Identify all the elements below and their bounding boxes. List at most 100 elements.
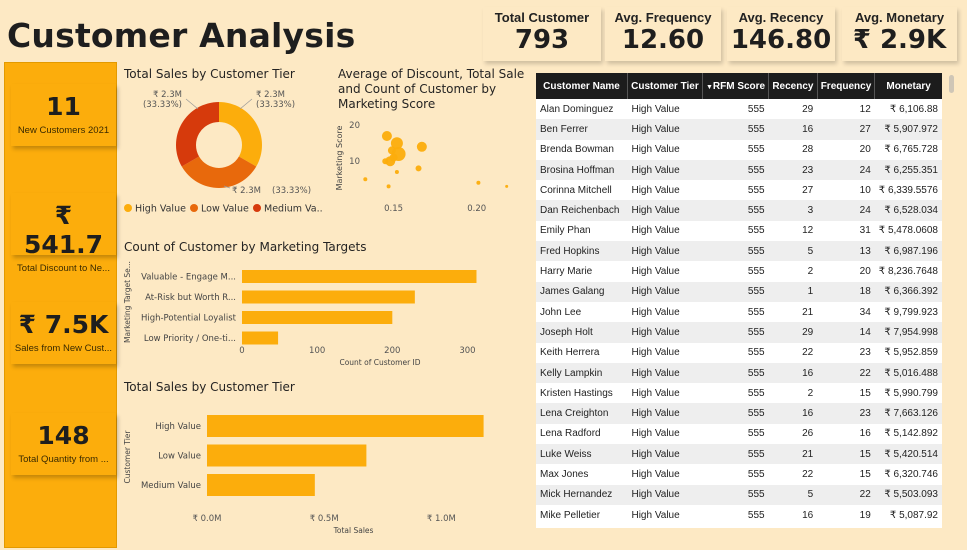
legend-label: Medium Va... (264, 204, 323, 215)
table-cell: 22 (802, 347, 814, 359)
kpi-avg-frequency[interactable]: Avg. Frequency 12.60 (605, 7, 721, 61)
donut-data-label: ₹ 2.3M (232, 186, 261, 196)
table-cell: High Value (631, 408, 680, 420)
table-cell: 555 (747, 428, 765, 440)
table-row[interactable]: John Lee High Value 555 21 34 ₹ 9,799.923 (536, 302, 942, 322)
donut-slice (181, 156, 257, 188)
column-header-monetary[interactable]: Monetary (886, 80, 931, 92)
bar-x-tick: ₹ 0.0M (193, 514, 222, 524)
table-cell: High Value (631, 225, 680, 237)
bar (242, 270, 477, 283)
table-cell: 13 (859, 245, 871, 257)
table-cell: Emily Phan (540, 225, 591, 237)
legend-marker (190, 204, 198, 212)
table-cell: 16 (802, 123, 814, 135)
table-row[interactable]: Alan Dominguez High Value 555 29 12 ₹ 6,106.8… (536, 99, 942, 119)
table-row[interactable]: Kelly Lampkin High Value 555 16 22 ₹ 5,016.48… (536, 362, 942, 384)
kpi-value: ₹ 541.7 (23, 201, 104, 259)
customer-table[interactable]: Customer Name Customer Tier ▼RFM Score R… (536, 73, 942, 528)
table-row[interactable]: Mick Hernandez High Value 555 5 22 ₹ 5,503.09… (536, 484, 942, 505)
kpi-total-discount[interactable]: ₹ 541.7 Total Discount to Ne... (11, 193, 116, 274)
table-cell: Mick Hernandez (540, 489, 613, 501)
column-header-frequency[interactable]: Frequency (817, 73, 876, 99)
table-row[interactable]: Joseph Holt High Value 555 29 14 ₹ 7,954.998 (536, 322, 942, 343)
scrollbar-thumb[interactable] (949, 75, 954, 93)
donut-data-label: ₹ 2.3M (153, 90, 182, 100)
kpi-new-customers[interactable]: 11 New Customers 2021 (11, 84, 116, 146)
table-cell: 555 (747, 347, 765, 359)
kpi-sales-new-customers[interactable]: ₹ 7.5K Sales from New Cust... (11, 302, 116, 364)
scatter-chart-title: Average of Discount, Total Sale and Coun… (338, 67, 524, 112)
table-cell: Fred Hopkins (540, 245, 600, 257)
table-cell: Lena Radford (540, 428, 601, 440)
table-row[interactable]: Harry Marie High Value 555 2 20 ₹ 8,236.7648 (536, 261, 942, 281)
scatter-chart[interactable]: Marketing Score 20 10 0.15 0.20 (330, 110, 515, 220)
table-cell: 5 (807, 489, 814, 501)
table-cell: 555 (747, 103, 765, 115)
table-cell: 23 (859, 408, 871, 420)
table-cell: 24 (859, 205, 871, 217)
table-cell: High Value (631, 245, 680, 257)
kpi-label: Total Quantity from ... (18, 454, 109, 465)
table-cell: ₹ 9,799.923 (884, 306, 938, 318)
table-cell: Max Jones (540, 468, 589, 480)
scatter-point (476, 180, 481, 185)
table-row[interactable]: James Galang High Value 555 1 18 ₹ 6,366.392 (536, 281, 942, 302)
kpi-total-quantity[interactable]: 148 Total Quantity from ... (11, 413, 116, 475)
table-row[interactable]: Keith Herrera High Value 555 22 23 ₹ 5,952.85… (536, 343, 942, 363)
table-row[interactable]: Luke Weiss High Value 555 21 15 ₹ 5,420.514 (536, 444, 942, 465)
column-header-label: RFM Score (712, 80, 766, 92)
sort-desc-icon: ▼ (705, 83, 713, 91)
scatter-title-line: Average of Discount, Total Sale (338, 67, 525, 81)
scatter-x-tick: 0.15 (384, 204, 403, 214)
donut-leader-line (185, 98, 199, 110)
column-header-rfm-score[interactable]: ▼RFM Score (702, 73, 770, 99)
table-cell: ₹ 5,420.514 (884, 448, 938, 460)
table-cell: 555 (747, 245, 765, 257)
table-cell: Brosina Hoffman (540, 164, 615, 176)
donut-data-pct: (33.33%) (256, 100, 295, 110)
table-scrollbar[interactable] (948, 73, 955, 528)
legend-label: Low Value (201, 204, 249, 215)
kpi-avg-monetary[interactable]: Avg. Monetary ₹ 2.9K (842, 7, 957, 61)
bar-x-tick: 200 (384, 346, 400, 356)
kpi-avg-recency[interactable]: Avg. Recency 146.80 (727, 7, 835, 61)
table-row[interactable]: Brenda Bowman High Value 555 28 20 ₹ 6,765.72… (536, 140, 942, 160)
table-cell: 28 (802, 144, 814, 156)
table-row[interactable]: Mike Pelletier High Value 555 16 19 ₹ 5,087.9… (536, 505, 942, 525)
bar (242, 331, 279, 345)
table-cell: 22 (859, 489, 871, 501)
scatter-x-tick: 0.20 (467, 204, 486, 214)
table-body: Alan Dominguez High Value 555 29 12 ₹ 6,106.8… (536, 99, 942, 525)
column-header-customer-name[interactable]: Customer Name (536, 73, 628, 99)
tier-sales-bar-chart[interactable]: Customer Tier High Value Low Value Medium V… (118, 400, 518, 540)
table-row[interactable]: Max Jones High Value 555 22 15 ₹ 6,320.746 (536, 464, 942, 484)
donut-chart[interactable]: ₹ 2.3M(33.33%)₹ 2.3M (33.33%)₹ 2.3M(33.33… (118, 82, 323, 217)
column-header-recency[interactable]: Recency (768, 73, 818, 99)
table-cell: High Value (631, 326, 680, 338)
table-cell: 3 (807, 205, 814, 217)
kpi-total-customer[interactable]: Total Customer 793 (483, 7, 601, 61)
bar-y-axis-title: Marketing Target Se... (123, 261, 132, 343)
table-cell: 29 (802, 326, 814, 338)
table-row[interactable]: Dan Reichenbach High Value 555 3 24 ₹ 6,528.0… (536, 200, 942, 221)
table-row[interactable]: Lena Creighton High Value 555 16 23 ₹ 7,663.1… (536, 403, 942, 424)
marketing-targets-bar-chart[interactable]: Marketing Target Se... Valuable - Engage … (118, 258, 518, 370)
table-row[interactable]: Corinna Mitchell High Value 555 27 10 ₹ 6,339… (536, 180, 942, 200)
table-row[interactable]: Ben Ferrer High Value 555 16 27 ₹ 5,907.972 (536, 119, 942, 140)
table-row[interactable]: Lena Radford High Value 555 26 16 ₹ 5,142.892 (536, 424, 942, 444)
table-cell: ₹ 5,016.488 (884, 367, 938, 379)
table-row[interactable]: Fred Hopkins High Value 555 5 13 ₹ 6,987.196 (536, 241, 942, 262)
table-cell: 19 (859, 509, 871, 521)
table-cell: Kelly Lampkin (540, 367, 603, 379)
bar-category-label: High-Potential Loyalist (141, 314, 237, 324)
table-cell: Lena Creighton (540, 408, 609, 420)
table-row[interactable]: Brosina Hoffman High Value 555 23 24 ₹ 6,255.… (536, 159, 942, 181)
scatter-point (390, 137, 403, 150)
column-header-customer-tier[interactable]: Customer Tier (627, 73, 703, 99)
table-row[interactable]: Emily Phan High Value 555 12 31 ₹ 5,478.0608 (536, 221, 942, 241)
table-cell: 14 (859, 326, 871, 338)
bar (207, 415, 484, 437)
table-row[interactable]: Kristen Hastings High Value 555 2 15 ₹ 5,990.… (536, 383, 942, 403)
donut-data-label: ₹ 2.3M (256, 90, 285, 100)
